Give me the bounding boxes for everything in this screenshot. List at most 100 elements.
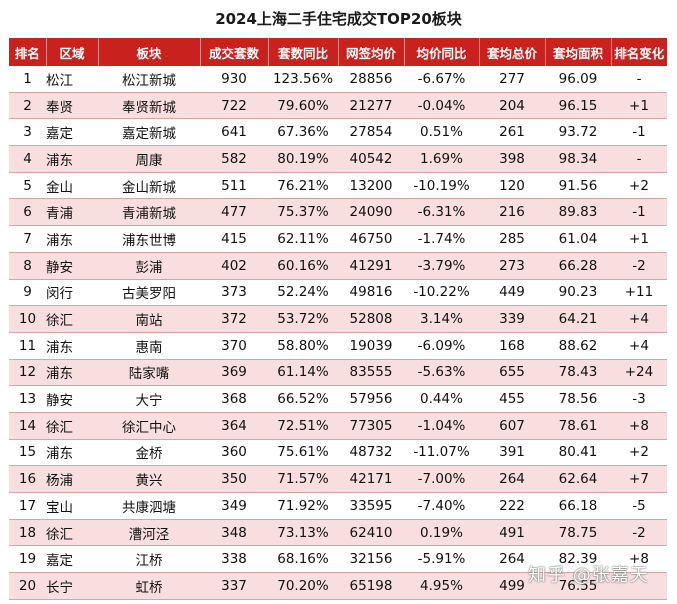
header-deals-yoy: 套数同比 <box>268 38 339 66</box>
cell-deals: 337 <box>200 572 268 600</box>
cell-avg-area: 93.72 <box>545 118 611 147</box>
cell-price-yoy: -3.79% <box>404 252 479 280</box>
cell-avg-area: 82.39 <box>545 545 611 574</box>
cell-avg-total: 607 <box>479 412 545 440</box>
cell-avg-total: 491 <box>479 519 545 547</box>
cell-avg-price: 77305 <box>338 412 404 440</box>
cell-avg-total: 285 <box>479 225 545 253</box>
header-block: 板块 <box>98 38 201 66</box>
cell-rank-change: +7 <box>611 465 667 493</box>
table-row: 2 奉贤 奉贤新城 722 79.60% 21277 -0.04% 204 96.15 +1 <box>9 92 667 120</box>
cell-deals-yoy: 53.72% <box>268 305 338 333</box>
cell-avg-price: 83555 <box>338 359 404 387</box>
cell-deals-yoy: 75.61% <box>268 439 338 467</box>
cell-rank-change: -5 <box>611 492 667 520</box>
cell-price-yoy: -5.91% <box>404 545 479 574</box>
cell-block: 南站 <box>98 305 200 333</box>
cell-price-yoy: -10.19% <box>404 172 479 200</box>
cell-rank-change: +8 <box>611 545 667 574</box>
cell-block: 彭浦 <box>98 252 200 280</box>
table-row: 13 静安 大宁 368 66.52% 57956 0.44% 455 78.56 -3 <box>9 385 667 413</box>
cell-rank: 20 <box>9 572 46 600</box>
cell-avg-price: 62410 <box>338 519 404 547</box>
cell-district: 松江 <box>46 66 98 93</box>
cell-block: 周康 <box>98 145 200 173</box>
cell-rank-change: +24 <box>611 359 667 387</box>
cell-rank: 10 <box>9 305 46 333</box>
cell-deals: 369 <box>200 359 268 387</box>
cell-avg-price: 28856 <box>338 66 404 93</box>
table-row: 3 嘉定 嘉定新城 641 67.36% 27854 0.51% 261 93.72 -1 <box>9 118 667 147</box>
cell-price-yoy: -11.07% <box>404 439 479 467</box>
cell-rank: 3 <box>9 118 46 147</box>
cell-avg-price: 57956 <box>338 385 404 413</box>
cell-avg-price: 41291 <box>338 252 404 280</box>
cell-district: 嘉定 <box>46 118 98 147</box>
cell-deals-yoy: 123.56% <box>268 66 338 93</box>
cell-avg-area: 80.41 <box>545 439 611 467</box>
cell-price-yoy: 4.95% <box>404 572 479 600</box>
cell-deals: 372 <box>200 305 268 333</box>
cell-deals: 368 <box>200 385 268 413</box>
table-row: 18 徐汇 漕河泾 348 73.13% 62410 0.19% 491 78.75 -2 <box>9 519 667 547</box>
table-row: 11 浦东 惠南 370 58.80% 19039 -6.09% 168 88.62 +4 <box>9 332 667 360</box>
cell-avg-price: 42171 <box>338 465 404 493</box>
cell-block: 徐汇中心 <box>98 412 200 440</box>
cell-avg-area: 78.56 <box>545 385 611 413</box>
cell-rank: 19 <box>9 545 46 574</box>
cell-district: 浦东 <box>46 145 98 173</box>
cell-rank: 6 <box>9 198 46 227</box>
cell-avg-total: 339 <box>479 305 545 333</box>
table-row: 8 静安 彭浦 402 60.16% 41291 -3.79% 273 66.28 -2 <box>9 252 667 280</box>
cell-price-yoy: -0.04% <box>404 92 479 120</box>
cell-avg-total: 655 <box>479 359 545 387</box>
cell-rank: 13 <box>9 385 46 413</box>
cell-rank-change: -2 <box>611 252 667 280</box>
cell-deals: 350 <box>200 465 268 493</box>
cell-deals: 582 <box>200 145 268 173</box>
cell-district: 闵行 <box>46 279 98 307</box>
cell-price-yoy: 0.51% <box>404 118 479 147</box>
cell-block: 金山新城 <box>98 172 200 200</box>
cell-district: 静安 <box>46 252 98 280</box>
table-row: 20 长宁 虹桥 337 70.20% 65198 4.95% 499 76.55 <box>9 572 667 600</box>
cell-rank-change: +1 <box>611 225 667 253</box>
cell-district: 浦东 <box>46 332 98 360</box>
cell-block: 金桥 <box>98 439 200 467</box>
cell-rank: 2 <box>9 92 46 120</box>
cell-block: 黄兴 <box>98 465 200 493</box>
cell-rank: 17 <box>9 492 46 520</box>
table-row: 5 金山 金山新城 511 76.21% 13200 -10.19% 120 91.56 +2 <box>9 172 667 200</box>
cell-avg-price: 49816 <box>338 279 404 307</box>
cell-deals-yoy: 71.57% <box>268 465 338 493</box>
cell-deals: 511 <box>200 172 268 200</box>
cell-deals-yoy: 67.36% <box>268 118 338 147</box>
cell-district: 杨浦 <box>46 465 98 493</box>
cell-price-yoy: -7.40% <box>404 492 479 520</box>
cell-deals: 722 <box>200 92 268 120</box>
cell-deals-yoy: 60.16% <box>268 252 338 280</box>
cell-district: 浦东 <box>46 359 98 387</box>
table-row: 19 嘉定 江桥 338 68.16% 32156 -5.91% 264 82.39 +8 <box>9 545 667 574</box>
table-row: 12 浦东 陆家嘴 369 61.14% 83555 -5.63% 655 78.43 +24 <box>9 359 667 387</box>
cell-price-yoy: -6.09% <box>404 332 479 360</box>
cell-avg-price: 19039 <box>338 332 404 360</box>
cell-block: 漕河泾 <box>98 519 200 547</box>
cell-deals-yoy: 70.20% <box>268 572 338 600</box>
cell-deals: 338 <box>200 545 268 574</box>
cell-rank: 12 <box>9 359 46 387</box>
cell-avg-total: 222 <box>479 492 545 520</box>
cell-deals-yoy: 71.92% <box>268 492 338 520</box>
cell-block: 古美罗阳 <box>98 279 200 307</box>
cell-price-yoy: -7.00% <box>404 465 479 493</box>
cell-avg-price: 65198 <box>338 572 404 600</box>
cell-district: 静安 <box>46 385 98 413</box>
cell-avg-total: 277 <box>479 66 545 93</box>
cell-block: 青浦新城 <box>98 198 200 227</box>
cell-rank-change: - <box>611 145 667 173</box>
table-title: 2024上海二手住宅成交TOP20板块 <box>215 10 462 28</box>
cell-rank-change: +4 <box>611 305 667 333</box>
header-rank: 排名 <box>9 38 47 66</box>
table-row: 17 宝山 共康泗塘 349 71.92% 33595 -7.40% 222 66.18 -5 <box>9 492 667 520</box>
cell-block: 奉贤新城 <box>98 92 200 120</box>
